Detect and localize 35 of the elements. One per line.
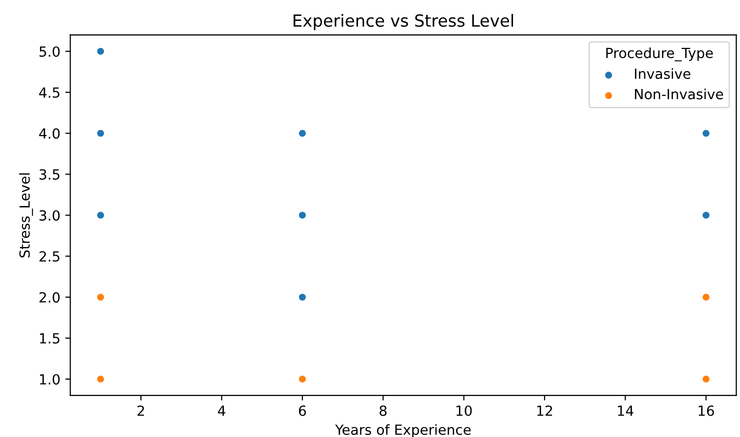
point [298,293,307,302]
legend-label: Non-Invasive [634,88,724,100]
x-tick-label: 6 [298,405,306,416]
x-tick-label: 10 [456,405,472,416]
y-tick-label: 5.0 [40,46,60,57]
point [702,129,710,138]
point [96,129,105,138]
point [96,293,105,302]
y-tick-label: 3.5 [40,169,60,180]
x-tick-label: 12 [537,405,552,416]
y-tick-label: 1.5 [40,333,60,344]
y-tick-label: 1.0 [40,374,60,385]
point [702,211,710,220]
y-tick-label: 4.0 [39,128,60,139]
chart-title: Experience vs Stress Level [294,14,514,30]
point [702,293,710,302]
legend-label: Invasive [634,68,690,79]
y-tick-label: 2.5 [40,251,60,262]
x-tick-label: 4 [218,406,226,416]
point [702,374,710,384]
legend-title: Procedure_Type [606,47,713,62]
x-tick-label: 2 [138,405,144,416]
y-axis-title: Stress_Level [19,173,33,258]
y-tick-label: 2.0 [40,292,60,303]
x-tick-label: 8 [380,405,387,416]
x-tick-label: 14 [618,406,634,416]
y-tick-label: 4.5 [39,87,60,98]
point [96,374,105,384]
y-tick-label: 3.0 [40,210,60,221]
point [298,374,307,384]
point [96,47,105,56]
point [298,129,307,138]
x-tick-label: 16 [698,405,714,416]
point [96,211,105,220]
point [298,211,307,220]
